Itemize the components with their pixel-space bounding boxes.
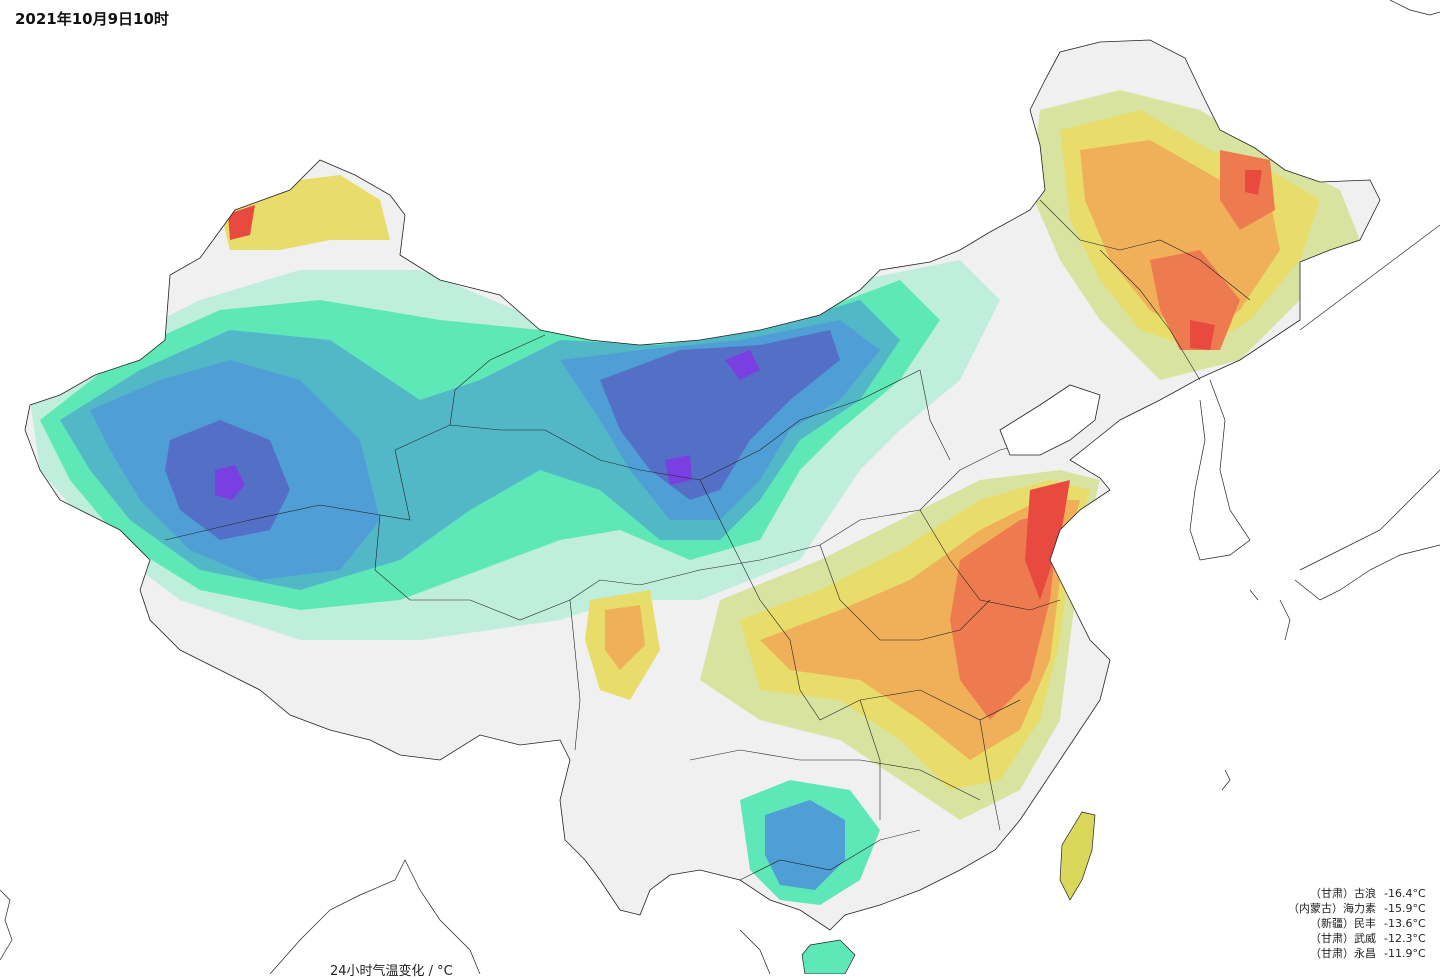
bohai-bay — [999, 384, 1101, 456]
station-name: （内蒙古）海力素 — [1288, 902, 1376, 915]
station-value: -12.3°C — [1384, 932, 1426, 945]
station-row: （内蒙古）海力素 -15.9°C — [1288, 901, 1426, 916]
station-row: （甘肃）永昌 -11.9°C — [1288, 946, 1426, 961]
station-value: -16.4°C — [1384, 887, 1426, 900]
china-outline — [24, 39, 1381, 931]
station-row: （新疆）民丰 -13.6°C — [1288, 916, 1426, 931]
station-name: （新疆）民丰 — [1310, 917, 1376, 930]
station-ranking-list: （甘肃）古浪 -16.4°C （内蒙古）海力素 -15.9°C （新疆）民丰 -… — [1288, 886, 1426, 961]
china-temperature-field — [24, 39, 1381, 974]
warm-nw-1 — [220, 175, 390, 250]
station-name: （甘肃）永昌 — [1310, 947, 1376, 960]
warm-sw-2 — [605, 605, 645, 670]
station-row: （甘肃）古浪 -16.4°C — [1288, 886, 1426, 901]
station-name: （甘肃）古浪 — [1310, 887, 1376, 900]
station-row: （甘肃）武威 -12.3°C — [1288, 931, 1426, 946]
warm-band-4 — [950, 150, 1275, 720]
taiwan-island — [1059, 811, 1096, 901]
warm-band-5 — [1025, 170, 1262, 600]
province-borders — [164, 199, 1251, 881]
legend-title: 24小时气温变化 / °C — [330, 964, 453, 979]
station-value: -11.9°C — [1384, 947, 1426, 960]
hainan-island — [801, 939, 856, 974]
map-timestamp: 2021年10月9日10时 — [15, 10, 169, 28]
cool-south-2 — [765, 800, 845, 890]
station-value: -15.9°C — [1384, 902, 1426, 915]
station-name: （甘肃）武威 — [1310, 932, 1376, 945]
cool-band-5 — [165, 330, 840, 540]
station-value: -13.6°C — [1384, 917, 1426, 930]
warm-band-3 — [760, 140, 1280, 760]
warm-nw-2 — [228, 205, 255, 240]
